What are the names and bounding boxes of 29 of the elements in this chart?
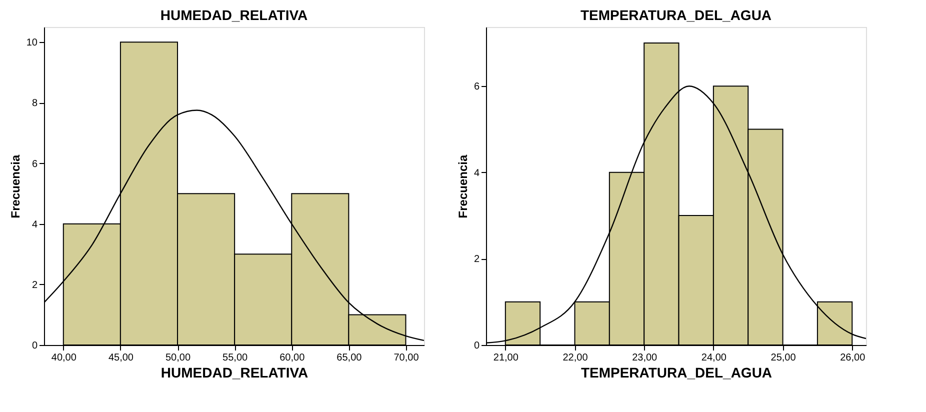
y-tick-label: 6 bbox=[32, 158, 38, 170]
x-tick-label: 45,00 bbox=[108, 352, 134, 364]
x-axis-title: HUMEDAD_RELATIVA bbox=[160, 364, 308, 380]
x-tick-label: 21,00 bbox=[493, 352, 519, 364]
y-axis-title: Frecuencia bbox=[456, 154, 470, 218]
y-tick-label: 2 bbox=[474, 254, 480, 266]
x-tick-label: 26,00 bbox=[840, 352, 866, 364]
x-tick-label: 40,00 bbox=[51, 352, 77, 364]
y-axis-title: Frecuencia bbox=[8, 154, 22, 218]
y-tick-label: 0 bbox=[32, 340, 38, 352]
x-tick-label: 24,00 bbox=[701, 352, 727, 364]
y-tick-label: 6 bbox=[474, 82, 480, 93]
y-tick-label: 2 bbox=[32, 280, 38, 291]
x-tick-label: 22,00 bbox=[562, 352, 588, 364]
x-tick-label: 60,00 bbox=[280, 352, 306, 364]
x-tick-label: 25,00 bbox=[770, 352, 796, 364]
x-tick-label: 50,00 bbox=[166, 352, 191, 364]
chart-title: TEMPERATURA_DEL_AGUA bbox=[580, 7, 772, 23]
y-tick-label: 8 bbox=[32, 98, 38, 110]
y-tick-label: 0 bbox=[474, 340, 480, 352]
x-tick-label: 65,00 bbox=[336, 352, 362, 364]
x-tick-label: 55,00 bbox=[222, 352, 248, 364]
x-tick-label: 70,00 bbox=[394, 352, 420, 364]
y-tick-label: 4 bbox=[474, 168, 480, 179]
x-tick-label: 23,00 bbox=[632, 352, 658, 364]
chart-title: HUMEDAD_RELATIVA bbox=[160, 7, 308, 23]
y-tick-label: 4 bbox=[32, 219, 38, 230]
x-axis-title: TEMPERATURA_DEL_AGUA bbox=[580, 364, 772, 380]
y-tick-label: 10 bbox=[26, 38, 38, 49]
